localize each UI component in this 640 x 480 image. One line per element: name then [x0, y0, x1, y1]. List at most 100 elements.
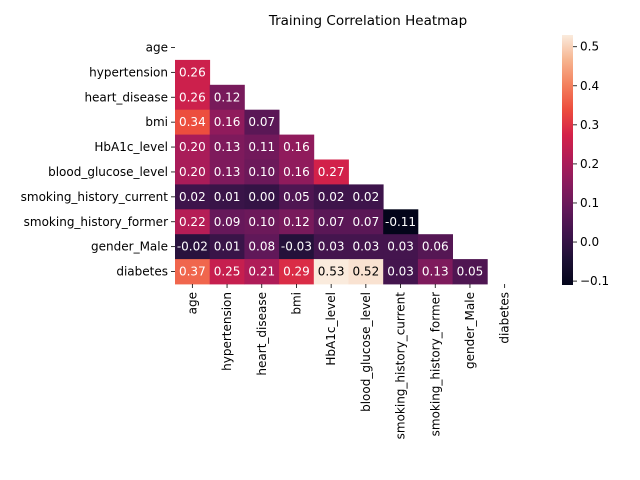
heatmap-cell-smoking_history_former-hypertension: [209, 209, 245, 235]
y-tick-label-diabetes: diabetes: [116, 265, 168, 279]
colorbar-ticks: −0.1 0.0 0.1 0.2 0.3 0.4 0.5: [573, 40, 609, 288]
heatmap-cell-smoking_history_former-bmi: [279, 209, 315, 235]
y-tick-label-age: age: [146, 40, 168, 54]
cell-value-label: 0.13: [214, 140, 241, 154]
cell-value-label: 0.09: [214, 215, 241, 229]
cell-value-label: 0.34: [179, 115, 206, 129]
cell-value-label: 0.02: [179, 190, 206, 204]
cell-value-label: 0.22: [179, 215, 206, 229]
x-tick-label-age: age: [185, 292, 199, 314]
x-axis-tick-labels: age hypertension heart_disease bmi HbA1c_lev…: [185, 284, 512, 440]
heatmap-cell-smoking_history_former-blood_glucose_level: [348, 209, 384, 235]
x-tick-label-smoking_history_current: smoking_history_current: [394, 292, 408, 440]
heatmap-cell-blood_glucose_level-hypertension: [209, 159, 245, 185]
cell-value-label: 0.03: [387, 240, 414, 254]
heatmap-cell-smoking_history_current-heart_disease: [244, 184, 280, 210]
cell-value-label: 0.03: [318, 240, 345, 254]
x-tick-label-diabetes: diabetes: [498, 292, 512, 344]
x-tick-label-blood_glucose_level: blood_glucose_level: [359, 292, 373, 412]
colorbar-tick-label: 0.0: [580, 235, 599, 249]
cell-value-label: 0.21: [248, 265, 275, 279]
cell-value-label: 0.26: [179, 90, 206, 104]
colorbar-tick-label: 0.5: [580, 40, 599, 54]
cell-value-label: 0.53: [318, 265, 345, 279]
cell-value-label: 0.10: [248, 165, 275, 179]
heatmap-cell-diabetes-gender_Male: [452, 259, 488, 285]
heatmap-cell-gender_Male-heart_disease: [244, 234, 280, 260]
heatmap-cell-smoking_history_current-HbA1c_level: [313, 184, 349, 210]
cell-value-label: 0.52: [352, 265, 379, 279]
colorbar-tick-label: 0.1: [580, 196, 599, 210]
heatmap-cell-gender_Male-HbA1c_level: [313, 234, 349, 260]
cell-value-label: 0.12: [214, 90, 241, 104]
colorbar: [562, 35, 573, 285]
y-tick-label-HbA1c_level: HbA1c_level: [94, 140, 168, 154]
heatmap-cell-blood_glucose_level-bmi: [279, 159, 315, 185]
cell-value-label: 0.13: [214, 165, 241, 179]
x-tick-label-smoking_history_former: smoking_history_former: [428, 292, 442, 436]
y-tick-label-gender_Male: gender_Male: [91, 240, 168, 254]
y-tick-label-smoking_history_former: smoking_history_former: [24, 215, 168, 229]
x-tick-label-bmi: bmi: [289, 292, 303, 315]
cell-value-label: 0.05: [283, 190, 310, 204]
y-tick-label-blood_glucose_level: blood_glucose_level: [48, 165, 168, 179]
colorbar-tick-label: −0.1: [580, 274, 609, 288]
cell-value-label: 0.13: [422, 265, 449, 279]
heatmap-cell-HbA1c_level-bmi: [279, 134, 315, 160]
heatmap-cell-blood_glucose_level-age: [175, 159, 211, 185]
cell-value-label: -0.02: [177, 240, 208, 254]
heatmap-cell-diabetes-hypertension: [209, 259, 245, 285]
heatmap-cell-smoking_history_former-smoking_history_current: [383, 209, 419, 235]
heatmap-cell-gender_Male-hypertension: [209, 234, 245, 260]
heatmap-cell-gender_Male-blood_glucose_level: [348, 234, 384, 260]
cell-value-label: 0.08: [248, 240, 275, 254]
heatmap-cell-bmi-age: [175, 109, 211, 135]
cell-value-label: 0.03: [352, 240, 379, 254]
heatmap-cell-diabetes-blood_glucose_level: [348, 259, 384, 285]
heatmap-cell-hypertension-age: [175, 59, 211, 86]
heatmap-cell-HbA1c_level-age: [175, 134, 211, 160]
heatmap-cell-blood_glucose_level-heart_disease: [244, 159, 280, 185]
cell-value-label: 0.29: [283, 265, 310, 279]
cell-value-label: 0.00: [248, 190, 275, 204]
cell-value-label: 0.37: [179, 265, 206, 279]
heatmap-cell-heart_disease-hypertension: [209, 84, 245, 111]
cell-value-label: 0.25: [214, 265, 241, 279]
heatmap-cell-smoking_history_former-age: [175, 209, 211, 235]
heatmap-cell-gender_Male-age: [175, 234, 211, 260]
heatmap-cell-smoking_history_current-age: [175, 184, 211, 210]
x-tick-label-HbA1c_level: HbA1c_level: [324, 292, 338, 366]
heatmap-cell-gender_Male-smoking_history_current: [383, 234, 419, 260]
x-tick-label-hypertension: hypertension: [220, 292, 234, 371]
heatmap-cell-smoking_history_former-HbA1c_level: [313, 209, 349, 235]
cell-value-label: 0.20: [179, 165, 206, 179]
heatmap-cell-HbA1c_level-heart_disease: [244, 134, 280, 160]
heatmap-cell-gender_Male-smoking_history_former: [417, 234, 453, 260]
x-tick-label-heart_disease: heart_disease: [255, 292, 269, 376]
heatmap-cell-smoking_history_current-bmi: [279, 184, 315, 210]
colorbar-tick-label: 0.2: [580, 157, 599, 171]
cell-value-label: 0.06: [422, 240, 449, 254]
colorbar-tick-label: 0.3: [580, 118, 599, 132]
cell-value-label: 0.01: [214, 190, 241, 204]
heatmap-cell-diabetes-heart_disease: [244, 259, 280, 285]
heatmap-cell-heart_disease-age: [175, 84, 211, 111]
cell-value-label: -0.03: [281, 240, 312, 254]
colorbar-tick-label: 0.4: [580, 79, 599, 93]
heatmap-cell-bmi-hypertension: [209, 109, 245, 135]
heatmap-cell-diabetes-bmi: [279, 259, 315, 285]
chart-title: Training Correlation Heatmap: [268, 13, 467, 29]
cell-value-label: 0.05: [457, 265, 484, 279]
cell-value-label: 0.03: [387, 265, 414, 279]
cell-value-label: 0.26: [179, 65, 206, 79]
heatmap-cell-gender_Male-bmi: [279, 234, 315, 260]
y-tick-label-bmi: bmi: [145, 115, 168, 129]
cell-value-label: 0.07: [318, 215, 345, 229]
cell-value-label: 0.11: [248, 140, 275, 154]
cell-value-label: 0.01: [214, 240, 241, 254]
cell-value-label: -0.11: [385, 215, 416, 229]
heatmap-cell-diabetes-age: [175, 259, 211, 285]
cell-value-label: 0.16: [214, 115, 241, 129]
heatmap-cell-smoking_history_former-heart_disease: [244, 209, 280, 235]
heatmap-cells: 0.26 0.26 0.12 0.34 0.16 0.07 0.20 0.13 0.11 0.16…: [175, 59, 488, 285]
